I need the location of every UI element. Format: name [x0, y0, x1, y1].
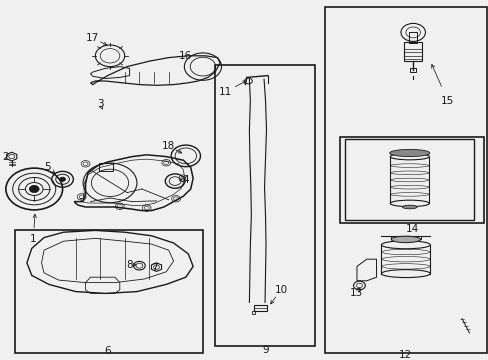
Circle shape — [29, 185, 39, 193]
Bar — [404, 42, 421, 61]
Bar — [253, 305, 267, 311]
Bar — [215, 65, 315, 346]
Circle shape — [60, 177, 65, 181]
Text: 17: 17 — [86, 33, 100, 43]
Text: 15: 15 — [440, 96, 454, 106]
Text: 13: 13 — [348, 288, 362, 298]
Bar — [15, 230, 203, 353]
Circle shape — [25, 183, 43, 195]
Text: 10: 10 — [274, 285, 287, 295]
Text: 6: 6 — [104, 346, 111, 356]
Bar — [344, 139, 473, 220]
Text: 5: 5 — [44, 162, 51, 172]
Text: 8: 8 — [126, 260, 133, 270]
Text: 14: 14 — [405, 224, 418, 234]
Text: 1: 1 — [30, 234, 37, 244]
Bar — [409, 68, 415, 72]
Ellipse shape — [390, 236, 420, 243]
Bar — [99, 163, 113, 171]
Text: 18: 18 — [162, 141, 175, 151]
Ellipse shape — [402, 205, 416, 209]
Text: 3: 3 — [97, 99, 103, 109]
Bar — [252, 311, 255, 314]
Text: 2: 2 — [2, 152, 9, 162]
Bar — [339, 137, 483, 223]
Text: 4: 4 — [182, 175, 189, 185]
Ellipse shape — [389, 149, 429, 157]
Text: 16: 16 — [179, 51, 192, 61]
Text: 9: 9 — [262, 345, 268, 355]
Text: 11: 11 — [219, 87, 232, 97]
Text: 7: 7 — [150, 263, 157, 273]
Text: 12: 12 — [398, 350, 412, 360]
Bar — [325, 7, 486, 353]
Bar — [408, 32, 416, 43]
